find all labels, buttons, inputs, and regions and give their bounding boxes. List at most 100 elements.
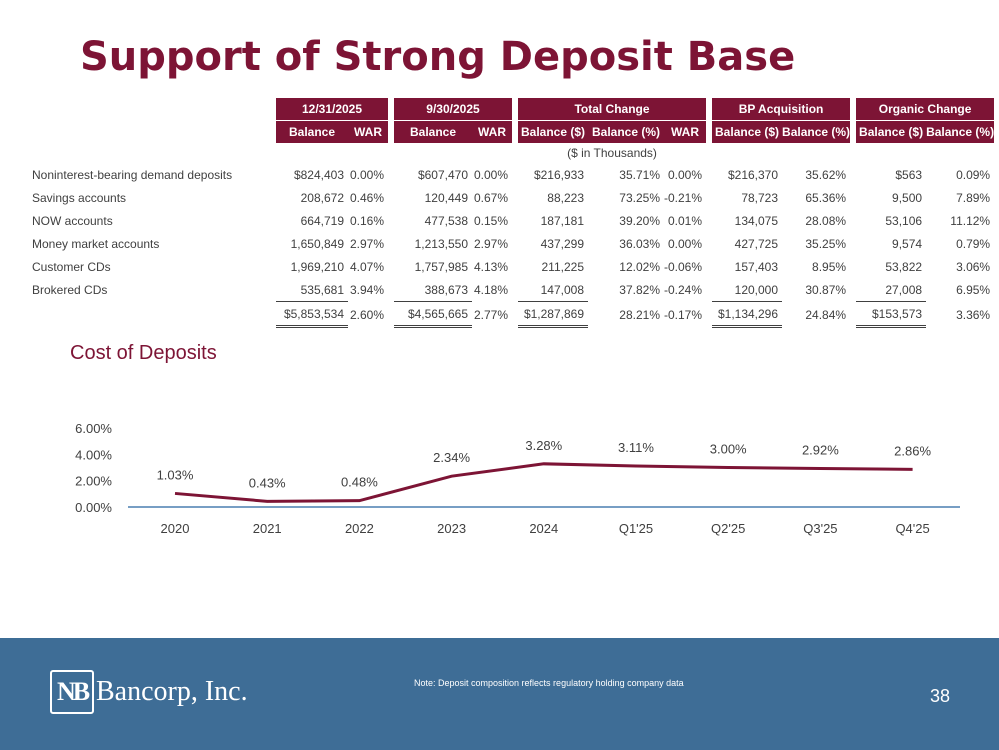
subheader: Balance ($) bbox=[712, 120, 783, 143]
table-cell: 36.03% bbox=[619, 236, 660, 251]
table-cell: 1,213,550 bbox=[414, 236, 468, 251]
table-row: Brokered CDs 535,681 3.94% 388,673 4.18% 147,… bbox=[30, 278, 994, 302]
table-cell: 120,449 bbox=[424, 190, 468, 205]
table-cell: 211,225 bbox=[541, 259, 585, 274]
table-cell: 427,725 bbox=[734, 236, 779, 251]
table-cell: 2.60% bbox=[349, 308, 384, 322]
table-row: NOW accounts 664,719 0.16% 477,538 0.15% 187,… bbox=[30, 209, 994, 232]
table-cell: 1,650,849 bbox=[290, 236, 344, 251]
table-cell: 37.82% bbox=[619, 283, 660, 297]
y-tick-label: 0.00% bbox=[75, 500, 112, 515]
table-cell: 9,500 bbox=[892, 190, 923, 205]
y-tick-label: 6.00% bbox=[75, 421, 112, 436]
table-cell: 535,681 bbox=[276, 278, 348, 302]
table-cell: $216,933 bbox=[533, 167, 584, 182]
subheader: Balance (%) bbox=[588, 120, 664, 143]
table-cell: 4.13% bbox=[473, 259, 508, 274]
table-cell: 0.67% bbox=[473, 190, 508, 205]
table-cell: 157,403 bbox=[734, 259, 779, 274]
footnote: Note: Deposit composition reflects regul… bbox=[414, 678, 684, 688]
row-label: Noninterest-bearing demand deposits bbox=[32, 167, 233, 182]
table-cell: 12.02% bbox=[619, 259, 660, 274]
row-label: NOW accounts bbox=[32, 213, 113, 228]
data-label: 2.34% bbox=[433, 450, 470, 465]
table-cell: 24.84% bbox=[805, 308, 847, 322]
data-label: 2.92% bbox=[802, 443, 839, 458]
chart-title: Cost of Deposits bbox=[70, 342, 217, 364]
table-cell: 53,106 bbox=[885, 213, 923, 228]
table-cell: 28.21% bbox=[619, 308, 660, 322]
table-cell: 7.89% bbox=[956, 190, 991, 205]
group-header-1: 12/31/2025 bbox=[276, 98, 388, 120]
table-cell: $1,134,296 bbox=[712, 302, 783, 328]
table-cell: 4.07% bbox=[349, 259, 384, 274]
table-cell: 6.95% bbox=[956, 283, 991, 297]
data-label: 2.86% bbox=[894, 443, 931, 458]
table-cell: 0.00% bbox=[668, 167, 703, 182]
table-cell: -0.06% bbox=[664, 259, 703, 274]
deposit-table: 12/31/2025 9/30/2025 Total Change BP Acq… bbox=[30, 98, 995, 328]
table-cell: $216,370 bbox=[727, 167, 779, 182]
table-cell: -0.21% bbox=[664, 190, 703, 205]
table-cell: 2.97% bbox=[473, 236, 508, 251]
table-cell: 28.08% bbox=[805, 213, 847, 228]
table-cell: 11.12% bbox=[950, 213, 991, 228]
table-cell: 0.16% bbox=[349, 213, 384, 228]
table-cell: 65.36% bbox=[805, 190, 847, 205]
subheader: Balance bbox=[394, 120, 472, 143]
table-cell: 9,574 bbox=[892, 236, 923, 251]
page-number: 38 bbox=[930, 686, 951, 706]
row-label: Savings accounts bbox=[32, 190, 127, 205]
table-cell: 53,822 bbox=[885, 259, 923, 274]
y-tick-label: 4.00% bbox=[75, 447, 112, 462]
table-cell: 2.97% bbox=[349, 236, 384, 251]
subheader: Balance (%) bbox=[926, 120, 995, 143]
table-cell: -0.24% bbox=[664, 283, 703, 297]
table-cell: 0.79% bbox=[956, 236, 991, 251]
table-row: Savings accounts 208,672 0.46% 120,449 0.67%… bbox=[30, 186, 994, 209]
y-tick-label: 2.00% bbox=[75, 474, 112, 489]
table-cell: 88,223 bbox=[547, 190, 584, 205]
table-cell: 2.77% bbox=[473, 308, 508, 322]
table-cell: $607,470 bbox=[417, 167, 468, 182]
x-tick-label: Q2'25 bbox=[711, 521, 745, 536]
table-cell: 78,723 bbox=[741, 190, 779, 205]
table-cell: 39.20% bbox=[619, 213, 660, 228]
table-cell: 73.25% bbox=[619, 190, 660, 205]
data-label: 3.28% bbox=[525, 438, 562, 453]
x-tick-label: 2024 bbox=[529, 521, 558, 536]
table-row: Customer CDs 1,969,210 4.07% 1,757,985 4.13%… bbox=[30, 255, 994, 278]
table-cell: $1,287,869 bbox=[518, 302, 588, 328]
data-label: 0.43% bbox=[249, 475, 286, 490]
group-header-4: BP Acquisition bbox=[712, 98, 851, 120]
table-cell: 27,008 bbox=[856, 278, 927, 302]
table-row: Money market accounts 1,650,849 2.97% 1,213… bbox=[30, 232, 994, 255]
group-header-5: Organic Change bbox=[856, 98, 995, 120]
row-label: Brokered CDs bbox=[32, 283, 108, 297]
table-cell: 30.87% bbox=[805, 283, 847, 297]
x-tick-label: 2022 bbox=[345, 521, 374, 536]
subheader: Balance ($) bbox=[856, 120, 927, 143]
table-cell: 0.15% bbox=[473, 213, 508, 228]
table-row: Noninterest-bearing demand deposits $824,… bbox=[30, 163, 994, 186]
table-cell: 0.46% bbox=[349, 190, 384, 205]
table-cell: $153,573 bbox=[856, 302, 927, 328]
table-cell: 208,672 bbox=[300, 190, 344, 205]
table-cell: 3.94% bbox=[349, 283, 384, 297]
row-label: Customer CDs bbox=[32, 259, 111, 274]
table-cell: 134,075 bbox=[734, 213, 779, 228]
company-logo: NB Bancorp, Inc. bbox=[50, 670, 248, 714]
subheader: Balance ($) bbox=[518, 120, 588, 143]
logo-mark: NB bbox=[50, 670, 94, 714]
footer-bar bbox=[0, 638, 999, 750]
data-label: 3.00% bbox=[710, 442, 747, 457]
subheader: WAR bbox=[664, 120, 707, 143]
table-cell: 0.00% bbox=[473, 167, 508, 182]
group-header-3: Total Change bbox=[518, 98, 707, 120]
table-cell: 4.18% bbox=[473, 283, 508, 297]
table-cell: 8.95% bbox=[812, 259, 847, 274]
subheader: Balance bbox=[276, 120, 348, 143]
table-cell: $824,403 bbox=[293, 167, 344, 182]
table-cell: 437,299 bbox=[540, 236, 584, 251]
x-tick-label: Q3'25 bbox=[803, 521, 837, 536]
